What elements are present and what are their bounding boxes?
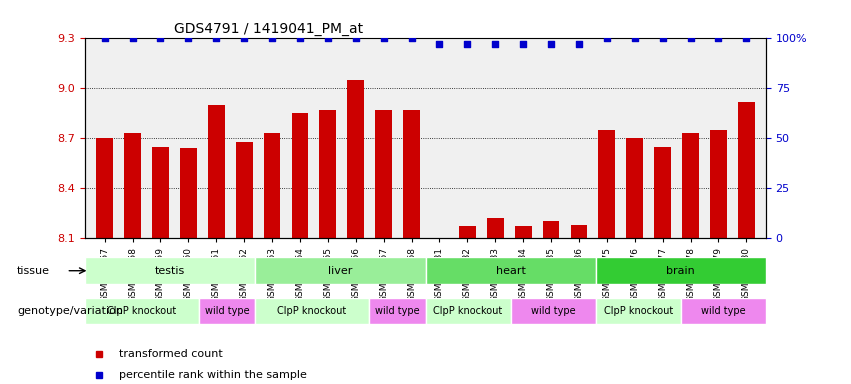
- Point: [154, 35, 168, 41]
- Point: [600, 35, 614, 41]
- Point: [237, 35, 251, 41]
- Text: genotype/variation: genotype/variation: [17, 306, 123, 316]
- Bar: [319, 110, 336, 238]
- Text: ClpP knockout: ClpP knockout: [603, 306, 673, 316]
- Point: [517, 41, 530, 48]
- Bar: [626, 138, 643, 238]
- Bar: [347, 80, 364, 238]
- Point: [377, 35, 391, 41]
- FancyBboxPatch shape: [368, 298, 426, 324]
- FancyBboxPatch shape: [681, 298, 766, 324]
- Bar: [738, 102, 755, 238]
- Text: transformed count: transformed count: [119, 349, 223, 359]
- Bar: [543, 222, 559, 238]
- Point: [126, 35, 140, 41]
- Point: [488, 41, 502, 48]
- Text: wild type: wild type: [531, 306, 575, 316]
- Point: [405, 35, 419, 41]
- Point: [545, 41, 558, 48]
- FancyBboxPatch shape: [596, 298, 681, 324]
- Bar: [515, 227, 532, 238]
- Point: [209, 35, 223, 41]
- Bar: [152, 147, 168, 238]
- Bar: [403, 110, 420, 238]
- Bar: [459, 227, 476, 238]
- Point: [181, 35, 195, 41]
- Point: [628, 35, 642, 41]
- Point: [98, 35, 111, 41]
- FancyBboxPatch shape: [511, 298, 596, 324]
- Point: [266, 35, 279, 41]
- FancyBboxPatch shape: [85, 257, 255, 284]
- Point: [740, 35, 753, 41]
- Bar: [124, 133, 141, 238]
- Text: ClpP knockout: ClpP knockout: [433, 306, 503, 316]
- Bar: [654, 147, 671, 238]
- Bar: [236, 142, 253, 238]
- Text: wild type: wild type: [204, 306, 249, 316]
- Bar: [683, 133, 699, 238]
- Point: [349, 35, 363, 41]
- Bar: [710, 130, 727, 238]
- Text: wild type: wild type: [374, 306, 420, 316]
- Point: [572, 41, 585, 48]
- FancyBboxPatch shape: [596, 257, 766, 284]
- Text: ClpP knockout: ClpP knockout: [277, 306, 346, 316]
- FancyBboxPatch shape: [255, 257, 426, 284]
- Bar: [598, 130, 615, 238]
- Text: percentile rank within the sample: percentile rank within the sample: [119, 370, 307, 380]
- Point: [656, 35, 670, 41]
- Point: [293, 35, 306, 41]
- Text: ClpP knockout: ClpP knockout: [107, 306, 176, 316]
- FancyBboxPatch shape: [255, 298, 368, 324]
- Text: GDS4791 / 1419041_PM_at: GDS4791 / 1419041_PM_at: [174, 22, 363, 36]
- Bar: [292, 113, 308, 238]
- Bar: [264, 133, 281, 238]
- Text: wild type: wild type: [701, 306, 745, 316]
- Text: liver: liver: [328, 266, 352, 276]
- Point: [432, 41, 446, 48]
- Bar: [208, 105, 225, 238]
- Point: [321, 35, 334, 41]
- Bar: [96, 138, 113, 238]
- FancyBboxPatch shape: [85, 298, 198, 324]
- FancyBboxPatch shape: [426, 298, 511, 324]
- Text: testis: testis: [155, 266, 186, 276]
- Bar: [375, 110, 392, 238]
- Text: brain: brain: [666, 266, 695, 276]
- FancyBboxPatch shape: [426, 257, 596, 284]
- Bar: [570, 225, 587, 238]
- Bar: [180, 148, 197, 238]
- Point: [460, 41, 474, 48]
- Bar: [487, 218, 504, 238]
- Point: [711, 35, 725, 41]
- FancyBboxPatch shape: [198, 298, 255, 324]
- Text: tissue: tissue: [17, 266, 50, 276]
- Text: heart: heart: [495, 266, 526, 276]
- Point: [683, 35, 697, 41]
